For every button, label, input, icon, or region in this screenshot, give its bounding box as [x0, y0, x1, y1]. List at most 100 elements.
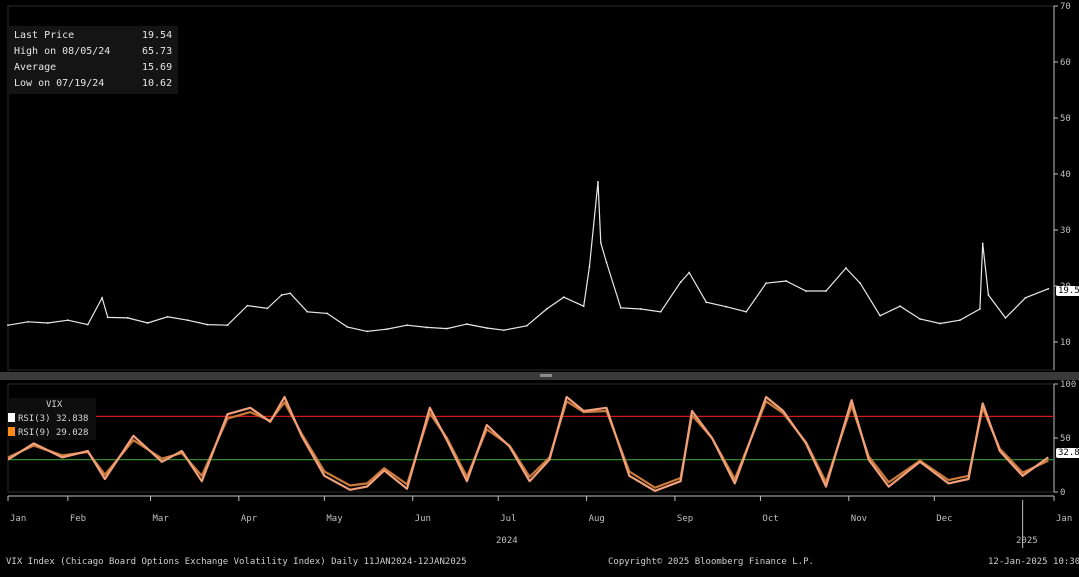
- rsi3-value: 32.838: [55, 414, 89, 424]
- rsi-legend-row-fast: RSI(3) 32.838: [8, 412, 96, 426]
- price-point: [126, 317, 129, 319]
- price-point: [27, 320, 29, 323]
- price-point: [306, 310, 309, 313]
- price-point: [899, 305, 901, 308]
- rsi-y-tick-label: 0: [1060, 488, 1065, 498]
- x-tick-label: Jun: [415, 514, 431, 524]
- rsi9-label: RSI(9): [18, 428, 51, 438]
- price-point: [688, 271, 691, 274]
- legend-label-high: High on 08/05/24: [14, 46, 111, 57]
- panel-divider: [0, 372, 1079, 380]
- legend-label-low: Low on 07/19/24: [14, 78, 105, 89]
- price-point: [765, 282, 768, 285]
- price-point: [987, 294, 990, 296]
- price-point: [879, 314, 882, 317]
- price-point: [825, 290, 827, 292]
- price-point: [525, 324, 528, 327]
- x-tick-label: Nov: [851, 514, 867, 524]
- x-tick-label: Dec: [936, 514, 952, 524]
- price-y-tick-label: 10: [1060, 338, 1071, 348]
- x-tick-label: Sep: [677, 514, 693, 524]
- price-point: [1024, 296, 1027, 299]
- price-point: [562, 296, 565, 299]
- price-point: [959, 319, 961, 322]
- price-point: [326, 312, 329, 315]
- price-series-line: [7, 181, 1049, 333]
- price-point: [1004, 317, 1007, 319]
- x-tick-label: Aug: [589, 514, 605, 524]
- legend-row-last-price: Last Price 19.54: [14, 28, 172, 44]
- price-point: [981, 242, 984, 245]
- price-point: [485, 327, 488, 329]
- price-point: [101, 296, 103, 299]
- price-point: [785, 280, 787, 282]
- price-point: [266, 307, 269, 310]
- legend-value-low: 10.62: [142, 78, 173, 89]
- rsi-legend-row-slow: RSI(9) 29.028: [8, 426, 96, 440]
- price-point: [186, 319, 189, 322]
- price-point: [978, 308, 981, 310]
- x-tick-label: Apr: [241, 514, 258, 524]
- legend-value-average: 15.69: [142, 62, 173, 73]
- legend-value-high: 65.73: [142, 46, 173, 57]
- price-point: [206, 323, 209, 326]
- price-point: [679, 281, 682, 283]
- price-point: [446, 327, 448, 330]
- price-y-tick-label: 50: [1060, 114, 1071, 124]
- price-y-tick-label: 70: [1060, 2, 1071, 12]
- price-point: [745, 310, 748, 313]
- footer-timestamp: 12-Jan-2025 10:30: [988, 557, 1079, 567]
- price-point: [106, 316, 109, 319]
- x-tick-label: May: [326, 514, 343, 524]
- price-point: [545, 308, 548, 310]
- legend-label-average: Average: [14, 62, 57, 73]
- price-point: [366, 330, 369, 333]
- x-tick-label: Feb: [70, 514, 86, 524]
- x-tick-label: Jan: [10, 514, 26, 524]
- rsi-legend: VIX RSI(3) 32.838 RSI(9) 29.028: [8, 398, 96, 440]
- rsi9-value: 29.028: [55, 428, 89, 438]
- price-point: [7, 324, 9, 327]
- x-tick-label: Jul: [500, 514, 516, 524]
- year-label-2024: 2024: [496, 536, 518, 546]
- price-y-tick-label: 30: [1060, 226, 1071, 236]
- panel-divider-handle-icon: [540, 374, 552, 377]
- rsi-last-tag: 32.8: [1056, 448, 1079, 458]
- price-point: [86, 323, 89, 326]
- last-price-tag: 19.5: [1056, 286, 1079, 296]
- rsi-y-tick-label: 100: [1060, 380, 1076, 390]
- price-point: [226, 324, 229, 327]
- price-point: [805, 290, 807, 292]
- rsi-legend-title: VIX: [46, 400, 63, 410]
- price-point: [47, 322, 49, 324]
- rsi9-swatch-icon: [8, 427, 15, 436]
- price-point: [725, 305, 728, 308]
- x-tick-label: Oct: [762, 514, 778, 524]
- price-point: [597, 180, 599, 183]
- price-point: [280, 294, 283, 296]
- price-point: [66, 319, 69, 322]
- rsi9-series-line: [7, 400, 1049, 489]
- rsi3-swatch-icon: [8, 413, 15, 422]
- legend-row-low: Low on 07/19/24 10.62: [14, 76, 172, 92]
- price-legend: Last Price 19.54 High on 08/05/24 65.73 …: [8, 26, 178, 94]
- x-tick-label: Mar: [153, 514, 170, 524]
- price-point: [465, 323, 468, 325]
- price-point: [346, 325, 349, 328]
- price-point: [426, 326, 428, 329]
- footer-security-description: VIX Index (Chicago Board Options Exchang…: [6, 557, 467, 567]
- price-point: [503, 329, 505, 332]
- price-point: [845, 267, 847, 269]
- price-point: [146, 322, 149, 324]
- price-point: [1047, 287, 1050, 290]
- price-point: [599, 241, 602, 244]
- legend-value-last-price: 19.54: [142, 30, 173, 41]
- price-point: [246, 304, 249, 307]
- price-point: [406, 324, 408, 327]
- price-point: [859, 282, 862, 285]
- price-point: [939, 322, 941, 325]
- year-label-2025: 2025: [1016, 536, 1038, 546]
- price-point: [659, 310, 662, 313]
- legend-row-average: Average 15.69: [14, 60, 172, 76]
